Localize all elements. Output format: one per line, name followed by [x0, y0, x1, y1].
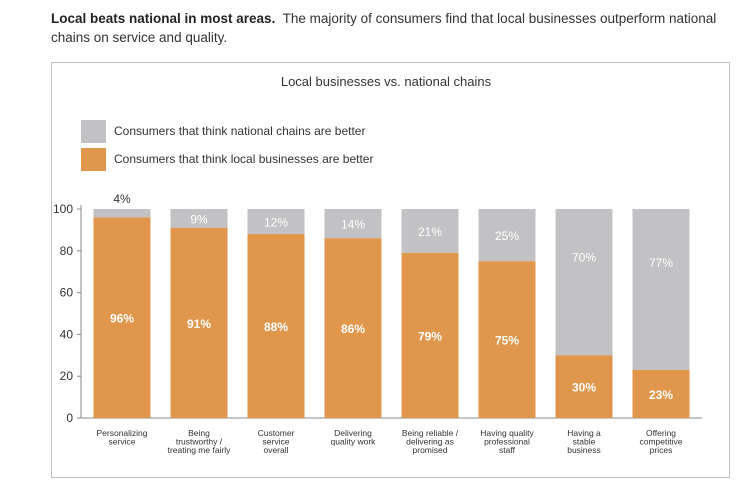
y-tick-label: 80	[60, 244, 74, 258]
chart-title: Local businesses vs. national chains	[281, 74, 492, 89]
bar-label-national: 70%	[572, 251, 596, 265]
bar-local	[93, 217, 151, 418]
category-label: quality work	[331, 437, 377, 447]
category-label: Having quality	[480, 428, 534, 438]
y-tick-label: 100	[53, 202, 73, 216]
category-label: professional	[484, 437, 530, 447]
bar-label-national: 25%	[495, 229, 519, 243]
category-label: service	[263, 437, 290, 447]
bar-label-local: 96%	[110, 312, 134, 326]
category-label: delivering as	[406, 437, 454, 447]
bar-label-local: 75%	[495, 334, 519, 348]
plot-area: 02040608010096%4%Personalizingservice91%…	[53, 192, 702, 455]
bar-national	[401, 209, 459, 253]
bar-national	[170, 209, 228, 228]
headline-text: The majority of consumers find that loca…	[51, 11, 717, 45]
bar-label-national: 77%	[649, 256, 673, 270]
category-label: trustworthy /	[176, 437, 223, 447]
bar-local	[324, 238, 382, 418]
category-label: overall	[263, 445, 288, 455]
bar-local	[170, 227, 228, 418]
y-tick-label: 60	[60, 286, 74, 300]
chart-panel: Local businesses vs. national chains Con…	[51, 62, 730, 478]
category-label: prices	[650, 445, 673, 455]
bar-national	[555, 209, 613, 356]
category-label: Being	[188, 428, 210, 438]
y-tick-label: 20	[60, 369, 74, 383]
headline: Local beats national in most areas. The …	[51, 9, 731, 47]
headline-bold: Local beats national in most areas.	[51, 11, 276, 26]
category-label: Delivering	[334, 428, 372, 438]
y-tick-label: 40	[60, 327, 74, 341]
legend-swatch-national	[81, 120, 106, 143]
bar-label-national: 9%	[190, 212, 208, 226]
category-label: business	[567, 445, 601, 455]
category-label: Offering	[646, 428, 676, 438]
bar-national	[93, 209, 151, 218]
bar-label-local: 88%	[264, 320, 288, 334]
category-label: staff	[499, 445, 516, 455]
bar-label-national: 14%	[341, 218, 365, 232]
bar-local	[247, 234, 305, 418]
category-label: treating me fairly	[168, 445, 232, 455]
category-label: Customer	[258, 428, 295, 438]
bar-national	[478, 209, 536, 262]
bar-label-national: 12%	[264, 216, 288, 230]
stacked-bar-chart: Local businesses vs. national chains Con…	[53, 74, 702, 455]
bar-label-national: 21%	[418, 225, 442, 239]
bar-national	[324, 209, 382, 239]
bar-label-national: 4%	[113, 192, 131, 206]
bar-local	[555, 355, 613, 418]
bar-label-local: 91%	[187, 317, 211, 331]
category-label: service	[109, 437, 136, 447]
bar-local	[401, 252, 459, 418]
category-label: stable	[573, 437, 596, 447]
legend-label-local: Consumers that think local businesses ar…	[114, 152, 373, 166]
bar-local	[632, 369, 690, 418]
bar-label-local: 23%	[649, 388, 673, 402]
legend-label-national: Consumers that think national chains are…	[114, 124, 365, 138]
bar-local	[478, 261, 536, 418]
bar-label-local: 30%	[572, 381, 596, 395]
bar-national	[632, 209, 690, 370]
bar-national	[247, 209, 305, 235]
y-tick-label: 0	[66, 411, 73, 425]
bar-label-local: 86%	[341, 322, 365, 336]
category-label: Personalizing	[96, 428, 147, 438]
legend-swatch-local	[81, 148, 106, 171]
bar-label-local: 79%	[418, 329, 442, 343]
category-label: promised	[413, 445, 448, 455]
category-label: competitive	[640, 437, 683, 447]
category-label: Being reliable /	[402, 428, 459, 438]
category-label: Having a	[567, 428, 601, 438]
